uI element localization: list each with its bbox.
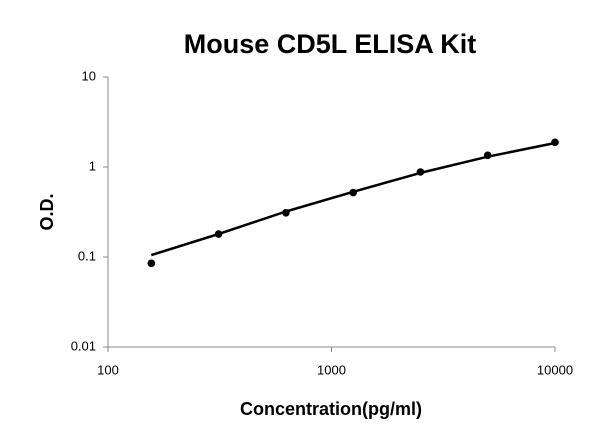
fit-curve	[150, 141, 556, 257]
chart-title: Mouse CD5L ELISA Kit	[184, 29, 477, 59]
x-tick-label: 1000	[317, 362, 346, 377]
y-axis-label: O.D.	[37, 193, 57, 230]
x-tick-label: 100	[97, 362, 119, 377]
y-tick-label: 1	[89, 158, 96, 173]
data-point	[147, 259, 156, 268]
x-tick-label: 10000	[537, 362, 573, 377]
y-tick-label: 10	[82, 68, 96, 83]
y-tick-label: 0.1	[78, 248, 96, 263]
y-tick-label: 0.01	[71, 338, 96, 353]
x-axis-label: Concentration(pg/ml)	[240, 399, 422, 419]
